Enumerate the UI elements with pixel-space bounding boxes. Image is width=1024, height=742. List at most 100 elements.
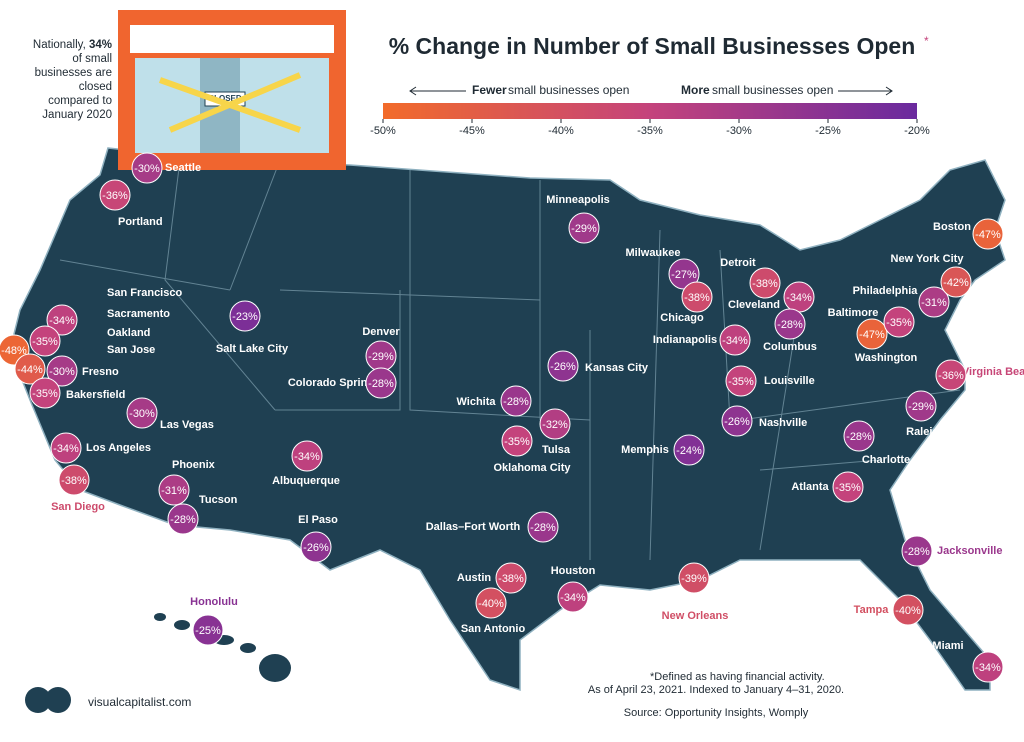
city-marker xyxy=(131,152,163,184)
city-value: -31% xyxy=(161,485,187,497)
city-value: -34% xyxy=(49,315,75,327)
city-name: New York City xyxy=(891,253,965,265)
city-marker xyxy=(539,408,571,440)
legend-tick-label: -45% xyxy=(459,125,485,137)
city-marker xyxy=(673,434,705,466)
city-value: -28% xyxy=(170,514,196,526)
city-name: Miami xyxy=(932,640,963,652)
city-marker xyxy=(500,385,532,417)
city-name: Portland xyxy=(118,216,163,228)
legend-more-text: small businesses open xyxy=(712,83,833,97)
city-value: -38% xyxy=(684,292,710,304)
city-name: Denver xyxy=(362,326,400,338)
city-name: Louisville xyxy=(764,375,815,387)
city-name: Tampa xyxy=(854,604,890,616)
city-name: Kansas City xyxy=(585,362,649,374)
city-marker xyxy=(719,324,751,356)
city-name: Virginia Beach xyxy=(962,366,1024,378)
city-marker xyxy=(365,367,397,399)
title-mark: * xyxy=(924,34,929,48)
city-value: -32% xyxy=(542,419,568,431)
city-marker xyxy=(495,562,527,594)
legend-tick-label: -20% xyxy=(904,125,930,137)
city-marker xyxy=(300,531,332,563)
city-marker xyxy=(972,218,1004,250)
city-name: Fresno xyxy=(82,366,119,378)
city-name: Nashville xyxy=(759,417,807,429)
city-marker xyxy=(972,651,1004,683)
legend-fewer-bold: Fewer xyxy=(472,83,507,97)
footnote-date: As of April 23, 2021. Indexed to January… xyxy=(588,684,844,696)
city-name: Colorado Springs xyxy=(288,377,380,389)
source: Source: Opportunity Insights, Womply xyxy=(624,707,809,719)
city-marker xyxy=(46,355,78,387)
city-value: -34% xyxy=(786,292,812,304)
city-name: Raleigh xyxy=(906,426,946,438)
city-name: Memphis xyxy=(621,444,669,456)
city-name: Charlotte xyxy=(862,454,910,466)
city-value: -26% xyxy=(724,416,750,428)
city-marker xyxy=(46,304,78,336)
footnote: *Defined as having financial activity. xyxy=(650,671,825,683)
city-value: -30% xyxy=(49,366,75,378)
city-name: El Paso xyxy=(298,514,338,526)
city-name: Milwaukee xyxy=(625,247,680,259)
city-marker xyxy=(99,179,131,211)
legend-bar xyxy=(383,103,917,119)
city-marker xyxy=(883,306,915,338)
city-value: -29% xyxy=(908,401,934,413)
city-value: -35% xyxy=(886,317,912,329)
sign-text: CLOSED xyxy=(208,94,242,103)
city-value: -42% xyxy=(943,277,969,289)
city-value: -35% xyxy=(32,388,58,400)
city-marker xyxy=(749,267,781,299)
city-name: Albuquerque xyxy=(272,475,340,487)
city-marker xyxy=(940,266,972,298)
city-marker xyxy=(29,325,61,357)
city-value: -38% xyxy=(498,573,524,585)
city-value: -34% xyxy=(294,451,320,463)
city-name: Salt Lake City xyxy=(216,343,289,355)
hawaii xyxy=(154,613,291,682)
city-marker xyxy=(856,318,888,350)
brand: visualcapitalist.com xyxy=(88,695,191,709)
city-name: Dallas–Fort Worth xyxy=(426,521,521,533)
city-name: Las Vegas xyxy=(160,419,214,431)
city-value: -34% xyxy=(560,592,586,604)
city-marker xyxy=(14,353,46,385)
city-marker xyxy=(158,474,190,506)
legend-tick-label: -50% xyxy=(370,125,396,137)
city-name: Boston xyxy=(933,221,971,233)
city-name: Los Angeles xyxy=(86,442,151,454)
city-value: -30% xyxy=(134,163,160,175)
city-marker xyxy=(832,471,864,503)
city-value: -40% xyxy=(478,598,504,610)
city-marker xyxy=(475,587,507,619)
city-name: Phoenix xyxy=(172,459,216,471)
city-name: Austin xyxy=(457,572,492,584)
city-name: San Antonio xyxy=(461,623,526,635)
city-name: Bakersfield xyxy=(66,389,125,401)
city-value: -47% xyxy=(975,229,1001,241)
city-value: -23% xyxy=(232,311,258,323)
city-value: -36% xyxy=(938,370,964,382)
city-value: -29% xyxy=(571,223,597,235)
city-marker xyxy=(905,390,937,422)
city-value: -36% xyxy=(102,190,128,202)
city-marker xyxy=(291,440,323,472)
city-value: -40% xyxy=(895,605,921,617)
city-value: -28% xyxy=(530,522,556,534)
city-value: -30% xyxy=(129,408,155,420)
city-name: Indianapolis xyxy=(653,334,717,346)
city-name: Seattle xyxy=(165,162,201,174)
city-name: Columbus xyxy=(763,341,817,353)
city-value: -35% xyxy=(32,336,58,348)
city-name: San Diego xyxy=(51,501,105,513)
city-name: San Francisco xyxy=(107,287,182,299)
city-name: Atlanta xyxy=(791,481,829,493)
city-marker xyxy=(774,308,806,340)
city-value: -28% xyxy=(904,546,930,558)
city-name: Jacksonville xyxy=(937,545,1002,557)
legend-tick-label: -40% xyxy=(548,125,574,137)
city-marker xyxy=(29,377,61,409)
